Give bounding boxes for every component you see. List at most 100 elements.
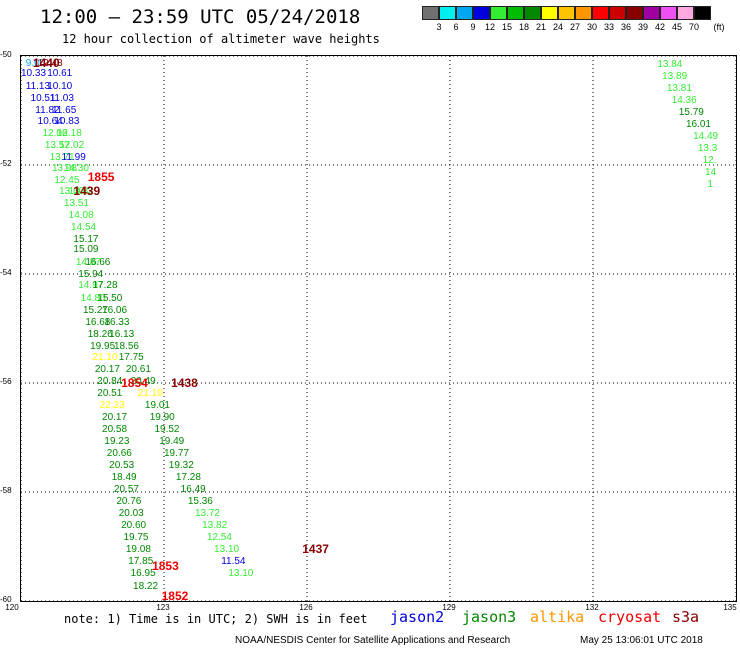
pass-time-label: 1855 xyxy=(87,169,115,184)
color-swatch xyxy=(456,6,473,20)
wave-height-value: 15.27 xyxy=(82,304,108,316)
wave-height-value: 14.36 xyxy=(671,95,697,107)
color-legend-label: 45 xyxy=(671,22,683,32)
wave-height-value: 13.10 xyxy=(228,567,254,579)
wave-height-value: 10.51 xyxy=(30,92,56,104)
wave-height-value: 15.09 xyxy=(73,244,99,256)
wave-height-value: 13.98 xyxy=(51,163,77,175)
wave-height-value: 19.75 xyxy=(123,531,149,543)
wave-height-value: 13.51 xyxy=(63,198,89,210)
wave-height-value: 10.61 xyxy=(47,68,73,80)
satellite-legend-s3a: s3a xyxy=(672,608,700,626)
wave-height-value: 18.49 xyxy=(111,471,137,483)
color-legend-label: 12 xyxy=(484,22,496,32)
color-legend-label: 27 xyxy=(569,22,581,32)
color-legend-label: 21 xyxy=(535,22,547,32)
wave-height-value: 17.85 xyxy=(128,555,154,567)
latitude-label: -54 xyxy=(0,268,12,277)
wave-height-value: 20.17 xyxy=(102,411,128,423)
wave-height-value: 19.01 xyxy=(144,399,170,411)
wave-height-value: 14.97 xyxy=(78,279,104,291)
pass-time-label: 1852 xyxy=(161,588,189,602)
color-legend-label: 36 xyxy=(620,22,632,32)
wave-height-value: 15.36 xyxy=(187,495,213,507)
color-swatch xyxy=(473,6,490,20)
wave-height-value: 20.49 xyxy=(130,375,156,387)
color-swatch xyxy=(558,6,575,20)
wave-height-value: 13.60 xyxy=(59,186,85,198)
wave-height-value: 19.23 xyxy=(104,435,130,447)
wave-height-value: 13.72 xyxy=(194,507,220,519)
wave-height-value: 11.13 xyxy=(25,80,51,92)
wave-height-value: 13.3 xyxy=(697,143,718,155)
wave-height-value: 14.08 xyxy=(68,210,94,222)
wave-height-value: 13.89 xyxy=(662,71,688,83)
map-title: 12:00 — 23:59 UTC 05/24/2018 xyxy=(40,6,361,28)
credit-text: NOAA/NESDIS Center for Satellite Applica… xyxy=(235,635,511,646)
wave-height-value: 17.28 xyxy=(175,471,201,483)
wave-height-value: 16.49 xyxy=(180,483,206,495)
color-legend xyxy=(422,6,711,20)
longitude-label: 126 xyxy=(299,603,313,612)
wave-height-value: 20.61 xyxy=(125,363,151,375)
wave-height-value: 20.60 xyxy=(121,519,147,531)
wave-height-value: 20.53 xyxy=(109,459,135,471)
wave-height-value: 15.17 xyxy=(73,233,99,245)
wave-height-value: 20.84 xyxy=(97,375,123,387)
color-legend-label: 30 xyxy=(586,22,598,32)
color-legend-label: 42 xyxy=(654,22,666,32)
wave-height-value: 20.66 xyxy=(106,447,132,459)
wave-height-value: 19.08 xyxy=(125,543,151,555)
wave-height-value: 13.57 xyxy=(44,139,70,151)
wave-height-value: 15.94 xyxy=(78,269,104,280)
color-swatch xyxy=(643,6,660,20)
wave-height-value: 11.03 xyxy=(49,92,74,104)
latitude-label: -52 xyxy=(0,159,12,168)
color-swatch xyxy=(626,6,643,20)
color-swatch xyxy=(609,6,626,20)
wave-height-value: 16.95 xyxy=(130,567,156,579)
wave-height-value: 13.81 xyxy=(666,83,692,95)
wave-height-value: 20.51 xyxy=(97,387,123,399)
wave-height-value: 13.82 xyxy=(202,519,228,531)
wave-height-value: 11.65 xyxy=(51,104,77,116)
wave-height-value: 22.23 xyxy=(99,399,125,411)
wave-height-value: 15.50 xyxy=(97,292,123,304)
color-legend-label: 39 xyxy=(637,22,649,32)
color-swatch xyxy=(677,6,694,20)
wave-height-value: 19.49 xyxy=(159,435,185,447)
wave-height-value: 21.10 xyxy=(137,387,163,399)
color-swatch xyxy=(575,6,592,20)
latitude-label: -50 xyxy=(0,50,12,59)
wave-height-value: 20.58 xyxy=(102,423,128,435)
wave-height-value: 19.77 xyxy=(164,447,190,459)
wave-height-value: 16.01 xyxy=(685,119,711,131)
wave-height-value: 12.54 xyxy=(206,531,232,543)
satellite-legend-cryosat: cryosat xyxy=(598,608,662,626)
wave-height-value: 19.52 xyxy=(154,423,180,435)
color-legend-label: 33 xyxy=(603,22,615,32)
wave-height-value: 10.33 xyxy=(21,68,47,80)
color-swatch xyxy=(592,6,609,20)
pass-time-label: 1437 xyxy=(302,542,329,557)
wave-height-value: 16.68 xyxy=(85,316,111,328)
wave-height-value: 12. xyxy=(702,155,717,167)
wave-height-value: 12.45 xyxy=(54,174,80,186)
wave-height-value: 14.30 xyxy=(63,163,89,175)
wave-height-value: 20.76 xyxy=(116,495,142,507)
pass-time-label: 1853 xyxy=(152,558,179,573)
wave-height-value: 14.54 xyxy=(71,221,97,233)
color-swatch xyxy=(541,6,558,20)
wave-height-value: 16.66 xyxy=(85,257,111,268)
footer-note: note: 1) Time is in UTC; 2) SWH is in fe… xyxy=(64,612,368,626)
color-swatch xyxy=(439,6,456,20)
longitude-label: 132 xyxy=(585,603,599,612)
pass-time-label: 1440 xyxy=(32,55,60,70)
map-plot-area: 9.00 12.43 10.33 10.61 11.13 10.10 10.51 11.03 1… xyxy=(20,55,737,602)
wave-height-value: 14 xyxy=(705,167,717,179)
wave-height-value: 11.99 xyxy=(61,151,86,163)
generation-timestamp: May 25 13:06:01 UTC 2018 xyxy=(580,635,703,646)
color-swatch xyxy=(524,6,541,20)
latitude-label: -60 xyxy=(0,595,12,604)
satellite-legend-jason2: jason2 xyxy=(390,608,445,626)
